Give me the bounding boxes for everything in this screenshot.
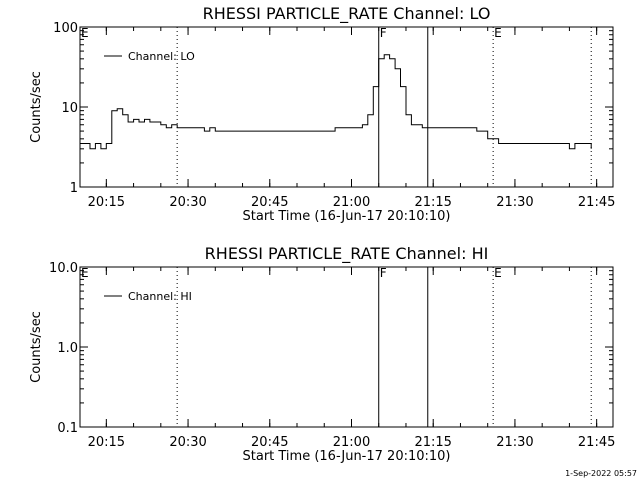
chart-title: RHESSI PARTICLE_RATE Channel: LO [203, 4, 491, 24]
x-tick-label: 20:30 [169, 435, 206, 450]
y-tick-label: 10.0 [49, 261, 78, 276]
date-stamp: 1-Sep-2022 05:57 [565, 469, 637, 478]
legend-label: Channel: HI [128, 290, 192, 303]
x-tick-label: 21:15 [414, 195, 451, 210]
x-tick-label: 20:15 [88, 435, 125, 450]
x-tick-label: 20:45 [251, 195, 288, 210]
x-tick-label: 21:30 [496, 435, 533, 450]
x-tick-label: 21:00 [333, 435, 370, 450]
y-tick-label: 100 [53, 21, 78, 36]
y-tick-label: 1.0 [57, 341, 78, 356]
x-axis-label: Start Time (16-Jun-17 20:10:10) [243, 449, 451, 464]
time-marker-label: E [494, 26, 502, 40]
x-tick-label: 20:30 [169, 195, 206, 210]
y-tick-label: 10 [61, 101, 78, 116]
time-marker-label: F [380, 266, 387, 280]
legend-label: Channel: LO [128, 50, 195, 63]
time-marker-label: F [380, 26, 387, 40]
x-tick-label: 20:45 [251, 435, 288, 450]
chart-title: RHESSI PARTICLE_RATE Channel: HI [205, 244, 489, 264]
chart-panel-0: RHESSI PARTICLE_RATE Channel: LOE F E20:15… [29, 4, 615, 224]
x-tick-label: 21:15 [414, 435, 451, 450]
y-axis-label: Counts/sec [29, 311, 44, 383]
x-axis-label: Start Time (16-Jun-17 20:10:10) [243, 209, 451, 224]
time-marker-label: E [81, 266, 89, 280]
x-tick-label: 20:15 [88, 195, 125, 210]
y-tick-label: 0.1 [57, 421, 78, 436]
x-tick-label: 21:00 [333, 195, 370, 210]
y-tick-label: 1 [70, 181, 78, 196]
time-marker-label: E [81, 26, 89, 40]
chart-panel-1: RHESSI PARTICLE_RATE Channel: HI E F E 20:15… [29, 244, 615, 464]
y-axis-label: Counts/sec [29, 71, 44, 143]
x-tick-label: 21:45 [578, 435, 615, 450]
time-marker-label: E [494, 266, 502, 280]
series-line [80, 54, 592, 150]
x-tick-label: 21:45 [578, 195, 615, 210]
x-tick-label: 21:30 [496, 195, 533, 210]
